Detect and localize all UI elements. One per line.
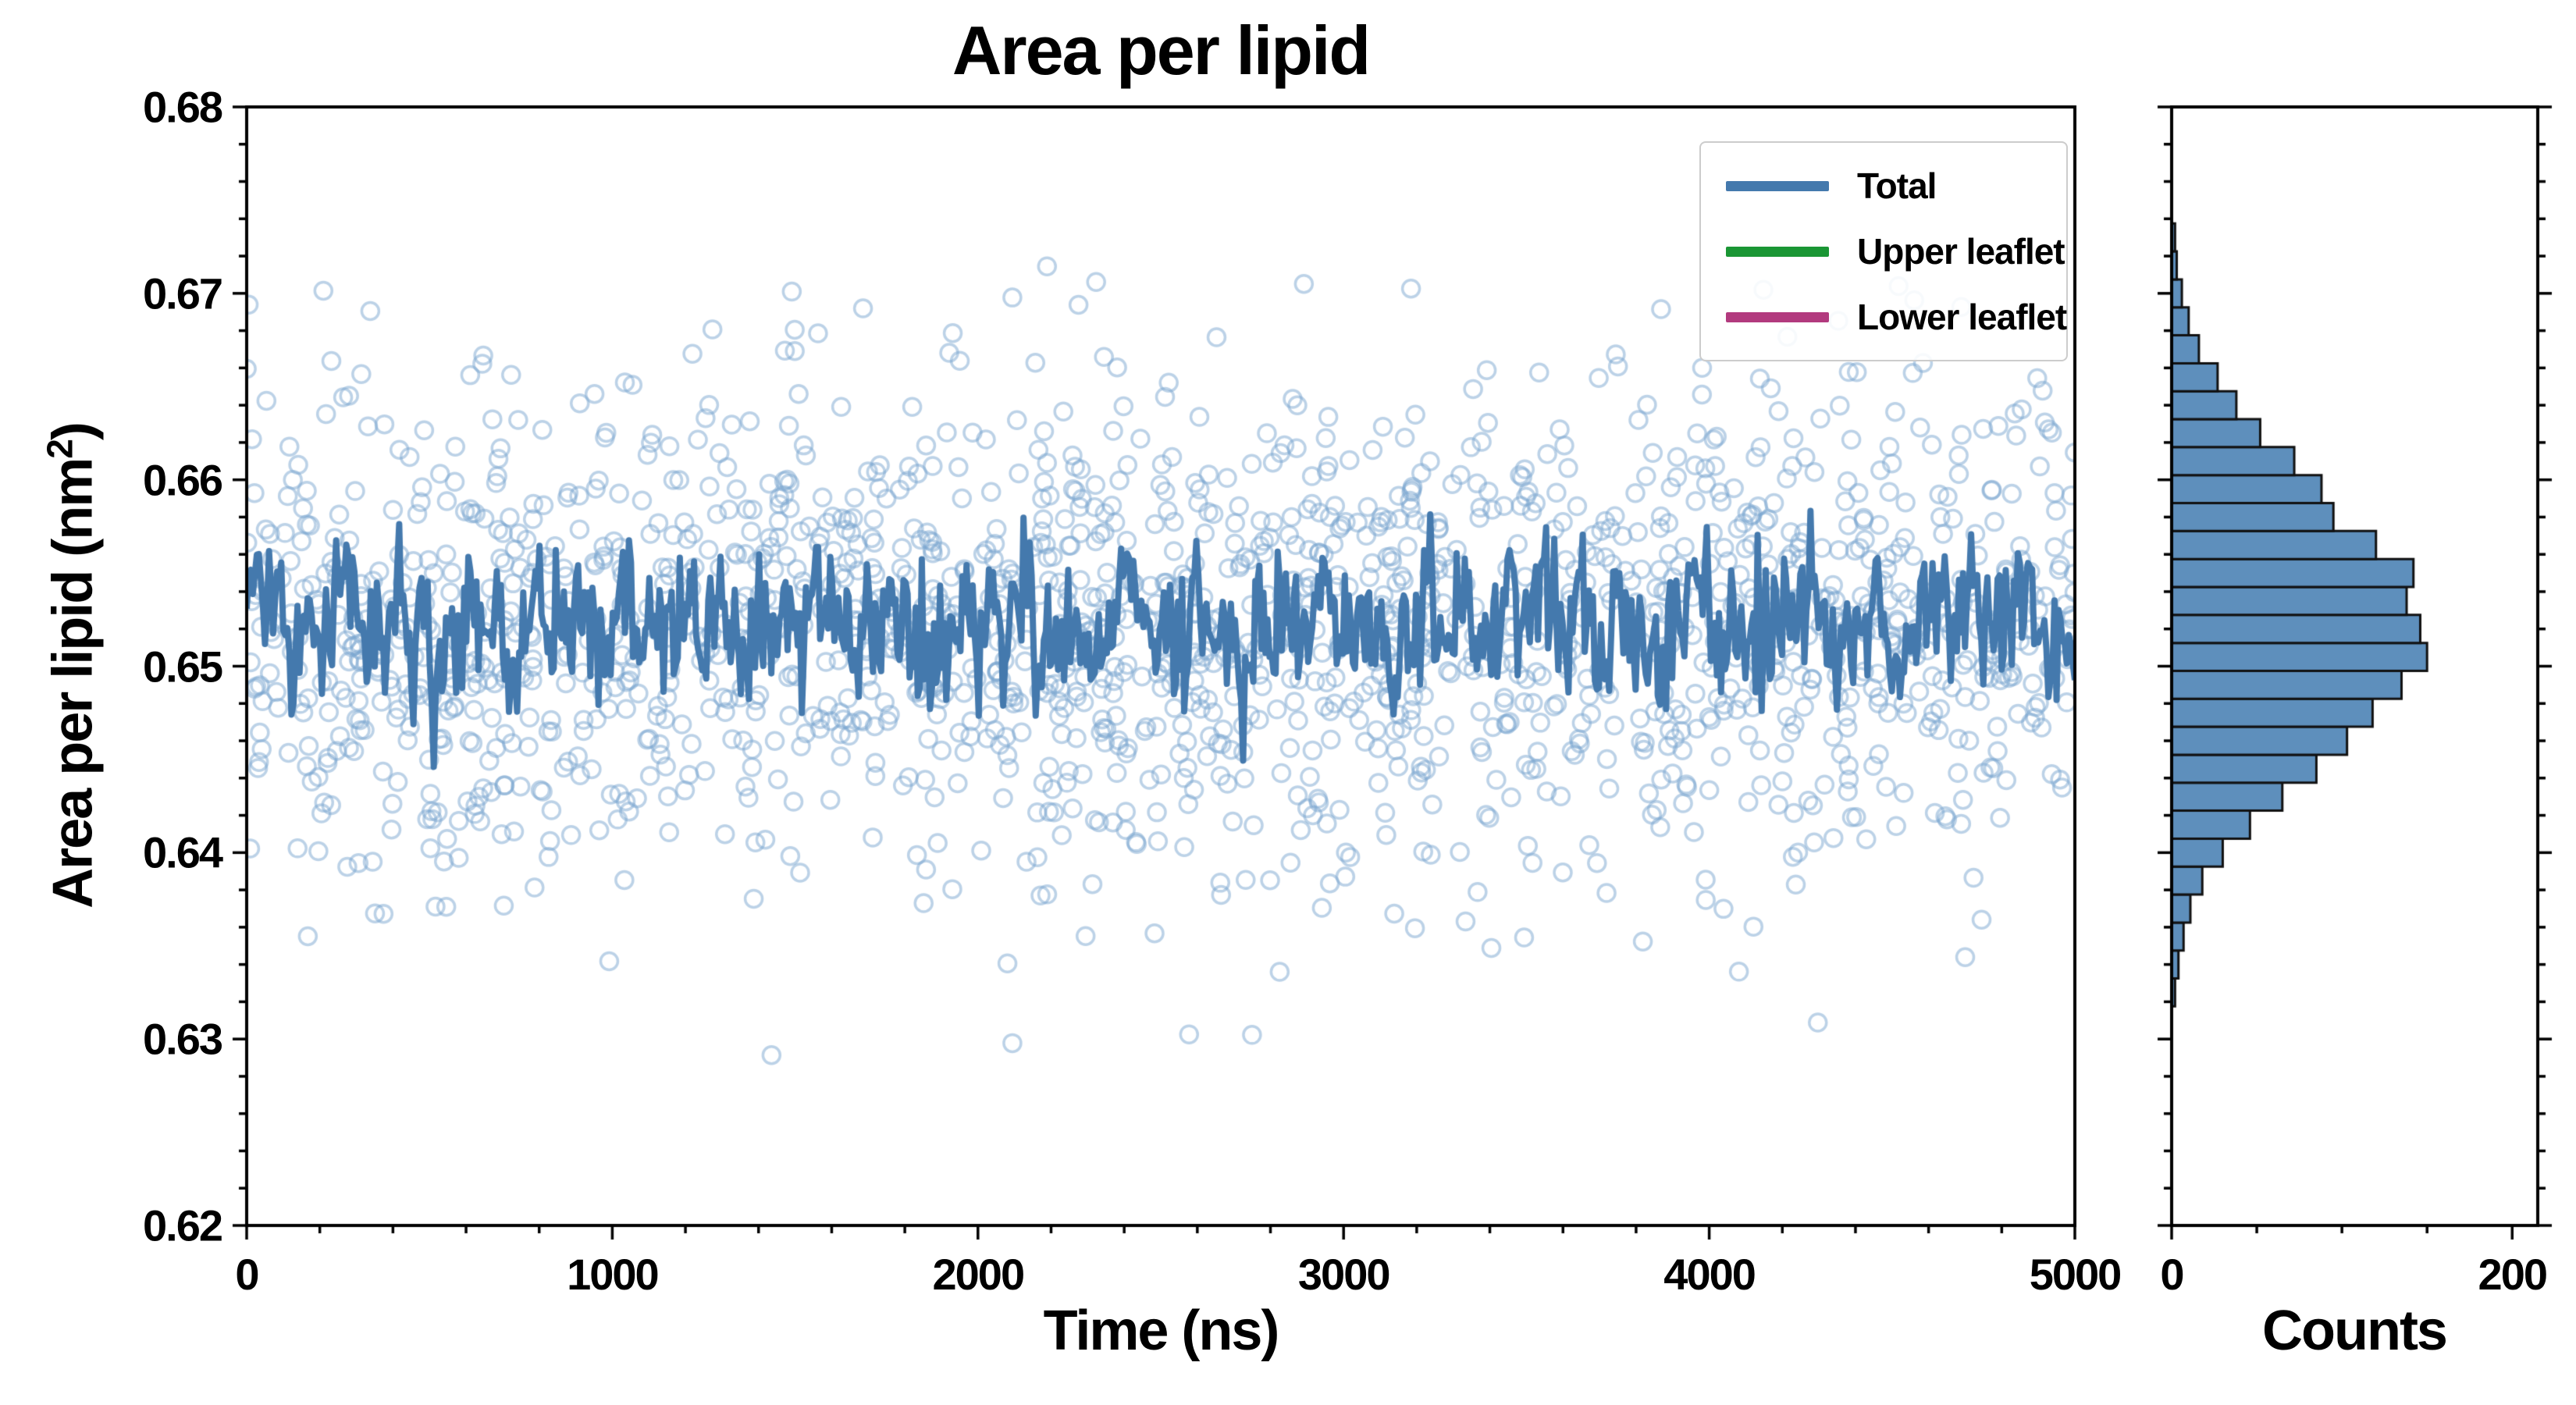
- legend-swatch-total: [1726, 180, 1829, 191]
- main-y-tick-label: 0.65: [143, 642, 223, 691]
- legend-item-upper-leaflet: Upper leaflet: [1726, 230, 2065, 272]
- legend-item-total: Total: [1726, 165, 2041, 207]
- legend-swatch-upper-leaflet: [1726, 246, 1829, 257]
- main-x-tick-label: 4000: [1663, 1250, 1756, 1299]
- chart-title: Area per lipid: [952, 12, 1371, 89]
- yaxis-label-superscript: 2: [39, 440, 80, 459]
- main-y-tick-label: 0.63: [143, 1014, 223, 1064]
- main-y-tick-label: 0.64: [143, 827, 223, 877]
- hist-x-tick-label: 200: [2478, 1250, 2548, 1299]
- histogram-axes: [2172, 107, 2538, 1225]
- main-y-tick-label: 0.66: [143, 455, 223, 505]
- main-xaxis-label: Time (ns): [1043, 1300, 1280, 1362]
- main-y-tick-label: 0.62: [143, 1200, 223, 1250]
- main-y-tick-label: 0.67: [143, 269, 223, 318]
- main-x-tick-label: 2000: [932, 1250, 1026, 1299]
- main-yaxis-label: Area per lipid (nm2): [39, 423, 105, 909]
- legend-label-upper-leaflet: Upper leaflet: [1857, 231, 2065, 272]
- main-x-tick-label: 5000: [2029, 1250, 2122, 1299]
- hist-xaxis-label: Counts: [2262, 1300, 2448, 1362]
- main-x-tick-label: 3000: [1297, 1250, 1391, 1299]
- legend-label-total: Total: [1857, 165, 1937, 206]
- legend-label-lower-leaflet: Lower leaflet: [1857, 297, 2067, 337]
- main-x-tick-label: 1000: [567, 1250, 660, 1299]
- legend-swatch-lower-leaflet: [1726, 311, 1829, 322]
- main-x-tick-label: 0: [235, 1250, 259, 1299]
- legend: Total Upper leaflet Lower leaflet: [1699, 141, 2068, 361]
- yaxis-label-text: Area per lipid (nm: [41, 458, 105, 909]
- yaxis-label-close: ): [41, 423, 105, 441]
- main-y-tick-label: 0.68: [143, 82, 223, 132]
- hist-x-tick-label: 0: [2160, 1250, 2184, 1299]
- legend-item-lower-leaflet: Lower leaflet: [1726, 296, 2067, 338]
